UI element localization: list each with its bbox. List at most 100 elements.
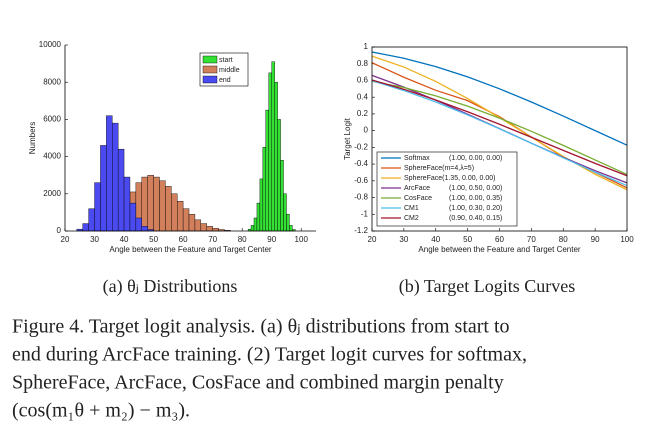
histogram-bar (283, 193, 287, 232)
y-tick-label: 4000 (43, 152, 61, 161)
y-tick-label: -1.2 (354, 226, 368, 235)
x-tick-label: 20 (368, 235, 377, 244)
legend-label: middle (219, 67, 240, 74)
histogram-bar (129, 202, 137, 232)
x-tick-label: 80 (559, 235, 568, 244)
subcaption: (b) Target Logits Curves (399, 276, 576, 297)
line-series (371, 51, 628, 146)
histogram-bar (277, 119, 281, 232)
y-tick-label: 0.6 (357, 76, 369, 85)
line-series (371, 80, 628, 176)
histogram-bar (289, 225, 293, 232)
x-tick-label: 60 (179, 235, 188, 244)
subcaption: (a) θⱼ Distributions (103, 276, 238, 297)
y-axis-label: Numbers (28, 122, 37, 154)
y-tick-label: 8000 (43, 77, 61, 86)
histogram-bar (286, 214, 290, 232)
y-tick-label: -0.4 (354, 159, 368, 168)
x-tick-label: 70 (527, 235, 536, 244)
legend-params: (1.00, 0.00, 0.00) (449, 155, 502, 162)
x-tick-label: 20 (61, 235, 70, 244)
legend-params: (0.90, 0.40, 0.15) (449, 215, 502, 222)
x-tick-label: 60 (495, 235, 504, 244)
x-tick-label: 100 (620, 235, 634, 244)
y-tick-label: 0.2 (357, 109, 369, 118)
histogram-bar (141, 176, 148, 232)
histogram-bar (159, 180, 166, 232)
histogram-bar (182, 208, 190, 232)
y-tick-label: 2000 (43, 189, 61, 198)
histogram-bar (112, 122, 119, 232)
histogram-bar (194, 219, 202, 232)
histogram-bar (171, 193, 178, 232)
histogram-bar (262, 147, 266, 232)
histogram-bar (135, 217, 142, 232)
x-tick-label: 40 (431, 235, 440, 244)
histogram-bar (271, 61, 275, 232)
histogram-bar (253, 217, 258, 232)
x-tick-label: 70 (208, 235, 217, 244)
y-tick-label: 10000 (39, 40, 62, 49)
histogram-bar (212, 228, 219, 232)
y-tick-label: -0.8 (354, 193, 368, 202)
histogram-bar (256, 202, 261, 232)
y-tick-label: -1 (361, 209, 369, 218)
x-tick-label: 50 (463, 235, 472, 244)
legend-params: (1.00, 0.00, 0.35) (449, 195, 502, 202)
histogram-bar (274, 81, 278, 232)
y-tick-label: -0.2 (354, 142, 368, 151)
histogram-bar (265, 109, 269, 232)
y-tick-label: -0.6 (354, 176, 368, 185)
x-tick-label: 30 (90, 235, 99, 244)
histogram-bar (200, 223, 207, 232)
y-tick-label: 0 (364, 126, 369, 135)
legend-swatch (202, 75, 218, 84)
legend-label: SphereFace(1.35, 0.00, 0.00) (404, 175, 495, 182)
histogram-bar (106, 115, 113, 232)
y-tick-label: 0.4 (357, 92, 369, 101)
caption-line: Figure 4. Target logit analysis. (a) θⱼ … (12, 316, 510, 338)
x-tick-label: 90 (267, 235, 276, 244)
histogram-bar (123, 176, 131, 232)
legend-label: start (219, 57, 233, 64)
histogram-bar (268, 72, 272, 232)
legend-box (376, 151, 518, 227)
histogram-bar (141, 226, 148, 232)
histogram-bar (280, 160, 284, 232)
axes-box (371, 46, 628, 232)
histogram-bar (188, 214, 196, 232)
histogram-bar (259, 178, 264, 232)
legend-label: CM1 (404, 205, 419, 212)
histogram-bar (250, 225, 255, 232)
x-tick-label: 30 (399, 235, 408, 244)
histogram-bar (88, 208, 95, 232)
legend-label: end (219, 77, 231, 84)
histogram-bar (100, 145, 107, 232)
x-tick-label: 80 (238, 235, 247, 244)
legend-params: (1.00, 0.50, 0.00) (449, 185, 502, 192)
x-tick-label: 90 (591, 235, 600, 244)
histogram-bar (177, 201, 184, 232)
legend-label: CosFace (404, 195, 432, 202)
x-tick-label: 40 (120, 235, 129, 244)
caption-line: end during ArcFace training. (2) Target … (12, 344, 527, 366)
line-series (371, 80, 628, 187)
x-tick-label: 100 (295, 235, 309, 244)
histogram-bar (165, 186, 172, 232)
legend-params: (1.00, 0.30, 0.20) (449, 205, 502, 212)
histogram-bar (153, 176, 160, 232)
y-tick-label: 1 (364, 42, 369, 51)
y-tick-label: 0.8 (357, 59, 369, 68)
y-tick-label: 6000 (43, 115, 61, 124)
line-series (371, 79, 628, 177)
y-tick-label: 0 (57, 226, 62, 235)
histogram-bar (206, 226, 213, 232)
x-tick-label: 50 (149, 235, 158, 244)
legend-swatch (202, 55, 218, 64)
legend-label: CM2 (404, 215, 419, 222)
histogram-bar (94, 182, 101, 232)
legend-label: SphereFace(m=4,λ=5) (404, 165, 474, 172)
histogram-bar (82, 223, 89, 232)
x-axis-label: Angle between the Feature and Target Cen… (109, 245, 272, 254)
